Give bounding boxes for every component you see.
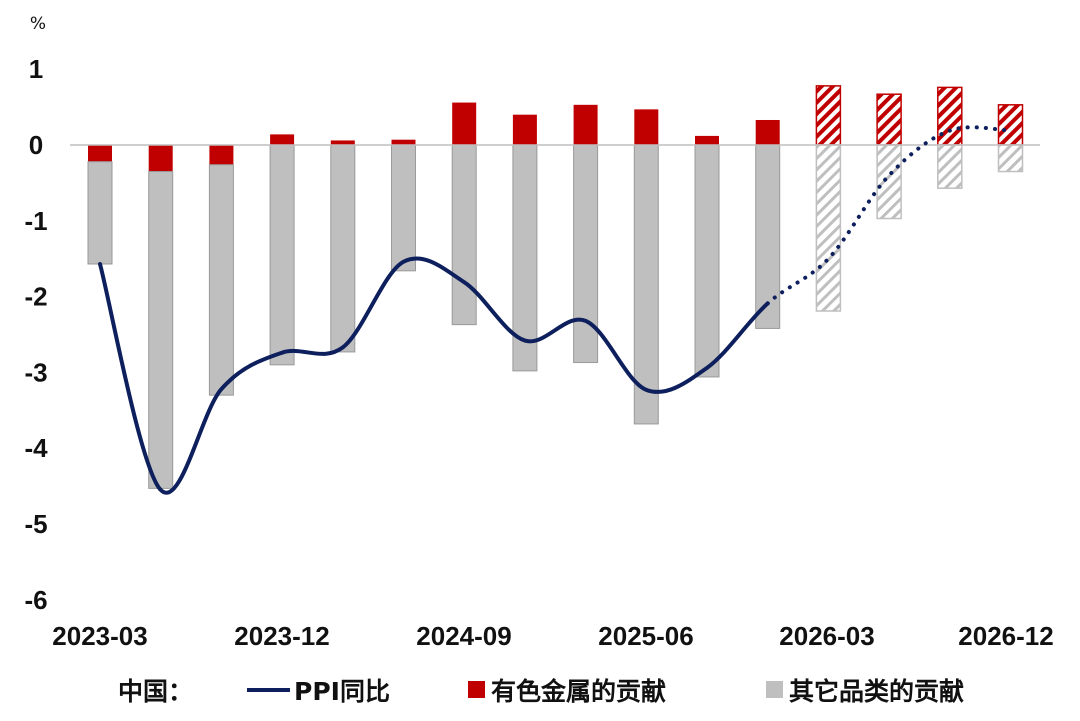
bar-other-2025-12	[755, 144, 781, 329]
x-tick-label: 2023-12	[234, 621, 329, 651]
bar-nonferrous-2023-12	[270, 134, 295, 145]
bars-group	[87, 85, 1024, 489]
x-tick-label: 2025-06	[598, 621, 693, 651]
ppi-line-forecast	[765, 125, 1013, 306]
bar-nonferrous-2025-09	[695, 135, 719, 145]
bar-other-2026-06	[876, 144, 902, 220]
x-tick-label: 2023-03	[52, 621, 147, 651]
bar-other-2023-12	[269, 144, 295, 366]
bar-other-2026-12	[997, 144, 1024, 173]
bar-other-2026-09	[937, 144, 963, 189]
bar-other-2023-03	[87, 161, 113, 265]
bar-other-2025-06	[633, 144, 659, 425]
legend-swatch-nonferrous	[468, 681, 485, 698]
bar-nonferrous-2025-03	[573, 104, 598, 145]
y-tick-label: -3	[24, 357, 47, 387]
y-tick-label: -4	[24, 433, 48, 463]
bar-nonferrous-2026-12	[997, 104, 1024, 146]
bar-other-2025-09	[694, 144, 720, 378]
bar-other-2025-03	[573, 144, 599, 364]
bar-other-2024-06	[391, 144, 416, 272]
bar-nonferrous-2025-12	[755, 119, 780, 145]
bar-nonferrous-2023-06	[148, 145, 173, 172]
bar-other-2023-06	[148, 171, 174, 489]
x-tick-label: 2024-09	[416, 621, 511, 651]
y-axis-unit-label: %	[30, 14, 46, 34]
legend-label-other: 其它品类的贡献	[789, 677, 964, 706]
legend: 中国： PPI同比 有色金属的贡献 其它品类的贡献	[118, 677, 964, 706]
bar-nonferrous-2023-09	[209, 145, 234, 165]
ppi-line-group	[98, 125, 1013, 495]
bar-other-2024-03	[330, 144, 356, 353]
y-tick-label: -1	[24, 206, 47, 236]
legend-swatch-other	[766, 681, 783, 698]
bar-other-2024-09	[451, 144, 477, 326]
bar-nonferrous-2023-03	[88, 145, 112, 162]
y-tick-label: 1	[29, 54, 43, 84]
bar-nonferrous-2024-12	[512, 114, 537, 145]
x-axis-ticks: 2023-03 2023-12 2024-09 2025-06 2026-03 2026-…	[52, 621, 1053, 651]
bar-other-2026-03	[815, 144, 842, 312]
bar-other-2024-12	[512, 144, 538, 372]
bar-other-2023-09	[208, 164, 234, 396]
ppi-line-actual	[98, 256, 770, 495]
bar-nonferrous-2025-06	[634, 109, 659, 145]
x-tick-label: 2026-12	[958, 621, 1053, 651]
legend-label-ppi: PPI同比	[294, 677, 390, 706]
legend-label-nonferrous: 有色金属的贡献	[491, 677, 666, 706]
y-tick-label: -2	[24, 282, 47, 312]
y-tick-label: -6	[24, 585, 47, 615]
bar-nonferrous-2024-03	[330, 140, 355, 145]
x-tick-label: 2026-03	[779, 621, 874, 651]
y-tick-label: -5	[24, 509, 47, 539]
bar-nonferrous-2024-09	[452, 102, 477, 145]
bar-nonferrous-2024-06	[391, 139, 416, 145]
legend-prefix: 中国：	[118, 677, 193, 706]
bar-nonferrous-2026-09	[937, 86, 963, 146]
bar-nonferrous-2026-03	[815, 85, 842, 146]
y-axis-ticks: 1 0 -1 -2 -3 -4 -5 -6	[24, 54, 48, 615]
bar-nonferrous-2026-06	[876, 93, 902, 146]
y-tick-label: 0	[29, 130, 43, 160]
